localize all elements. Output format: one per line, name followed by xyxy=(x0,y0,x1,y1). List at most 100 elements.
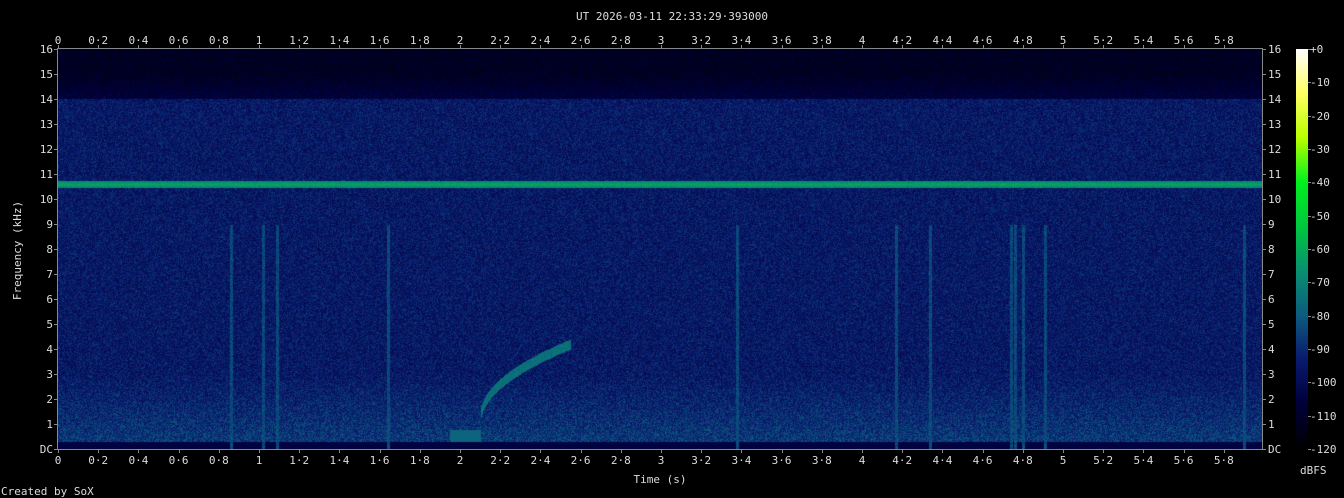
x-tick-label-bottom: 0·2 xyxy=(88,454,109,467)
x-tick-label-top: 0·2 xyxy=(88,34,109,47)
y-tick-label-left: 13 xyxy=(39,118,53,131)
x-tick-top xyxy=(1063,45,1064,49)
y-tick-left xyxy=(54,199,58,200)
chart-title: UT 2026-03-11 22:33:29·393000 xyxy=(575,10,769,23)
y-tick-label-left: 15 xyxy=(39,68,53,81)
colorbar-tick-label: -60 xyxy=(1310,243,1330,256)
x-tick-label-top: 2·4 xyxy=(530,34,551,47)
y-tick-left xyxy=(54,99,58,100)
x-tick-top xyxy=(98,45,100,49)
colorbar-tick xyxy=(1308,49,1311,50)
x-tick-bottom xyxy=(781,449,783,453)
y-tick-label-left: 14 xyxy=(39,93,53,106)
x-tick-label-top: 5 xyxy=(1059,34,1067,47)
x-tick-top xyxy=(1223,45,1225,49)
y-tick-label-left: 3 xyxy=(46,368,53,381)
x-tick-label-bottom: 4·2 xyxy=(892,454,913,467)
x-tick-label-top: 4·6 xyxy=(972,34,993,47)
y-tick-label-right: 2 xyxy=(1268,393,1275,406)
x-tick-bottom xyxy=(862,449,863,453)
footer-credit: Created by SoX xyxy=(1,485,94,498)
y-tick-left xyxy=(54,274,58,275)
y-tick-left xyxy=(54,149,58,150)
x-tick-label-top: 2·6 xyxy=(570,34,591,47)
x-tick-top xyxy=(620,45,622,49)
x-tick-bottom xyxy=(661,449,662,453)
x-tick-label-bottom: 3·6 xyxy=(771,454,792,467)
x-tick-bottom xyxy=(299,449,301,453)
x-tick-top xyxy=(259,45,260,49)
x-tick-label-top: 2·2 xyxy=(490,34,511,47)
y-tick-right xyxy=(1262,49,1266,50)
x-tick-label-bottom: 4·8 xyxy=(1012,454,1033,467)
x-tick-label-top: 0·6 xyxy=(168,34,189,47)
x-tick-label-bottom: 2·4 xyxy=(530,454,551,467)
y-tick-left xyxy=(54,424,58,425)
x-tick-bottom xyxy=(982,449,984,453)
colorbar-tick xyxy=(1308,382,1311,384)
x-tick-label-top: 3·2 xyxy=(691,34,712,47)
y-tick-label-right: 14 xyxy=(1268,93,1282,106)
colorbar-label: dBFS xyxy=(1300,464,1327,477)
y-tick-label-left: 11 xyxy=(39,168,53,181)
y-tick-label-left: 4 xyxy=(46,343,53,356)
x-tick-bottom xyxy=(419,449,421,453)
x-tick-top xyxy=(580,45,582,49)
x-tick-bottom xyxy=(1063,449,1064,453)
colorbar-tick-label: -110 xyxy=(1310,409,1337,423)
x-tick-top xyxy=(1022,45,1024,49)
colorbar-tick-label: -50 xyxy=(1310,209,1330,223)
y-tick-left xyxy=(54,49,58,50)
x-tick-bottom xyxy=(741,449,743,453)
x-tick-label-top: 1 xyxy=(255,34,263,47)
y-tick-label-right: 3 xyxy=(1268,368,1275,381)
x-tick-label-bottom: 2·2 xyxy=(490,454,511,467)
x-tick-bottom xyxy=(58,449,59,453)
colorbar-tick-label: -40 xyxy=(1310,176,1330,190)
x-tick-bottom xyxy=(138,449,140,453)
x-tick-bottom xyxy=(701,449,703,453)
x-tick-bottom xyxy=(218,449,220,453)
x-tick-top xyxy=(540,45,542,49)
y-tick-right xyxy=(1262,249,1266,250)
x-tick-bottom xyxy=(178,449,180,453)
colorbar-tick-label: +0 xyxy=(1310,43,1324,56)
colorbar-tick xyxy=(1308,415,1311,417)
x-tick-label-top: 5·8 xyxy=(1213,34,1234,47)
colorbar-tick xyxy=(1308,349,1311,350)
x-tick-label-top: 4·4 xyxy=(932,34,953,47)
y-tick-left xyxy=(54,374,58,375)
y-tick-label-left: 9 xyxy=(46,218,53,231)
x-axis-label: Time (s) xyxy=(633,473,687,486)
y-tick-label-right: 8 xyxy=(1268,243,1275,256)
x-tick-bottom xyxy=(98,449,100,453)
y-tick-label-right: DC xyxy=(1268,443,1282,456)
y-tick-label-left: 7 xyxy=(46,268,53,281)
x-tick-bottom xyxy=(1183,449,1185,453)
y-tick-label-left: 6 xyxy=(46,293,53,306)
x-tick-bottom xyxy=(339,449,341,453)
x-tick-top xyxy=(178,45,180,49)
x-tick-top xyxy=(218,45,220,49)
y-tick-right xyxy=(1262,149,1266,150)
x-tick-label-bottom: 5 xyxy=(1059,454,1067,467)
colorbar xyxy=(1296,49,1308,449)
x-tick-label-top: 3·4 xyxy=(731,34,752,47)
x-tick-label-bottom: 3 xyxy=(657,454,665,467)
y-tick-label-right: 9 xyxy=(1268,218,1275,231)
colorbar-tick xyxy=(1308,215,1311,217)
x-tick-top xyxy=(1183,45,1185,49)
x-tick-label-top: 3·6 xyxy=(771,34,792,47)
x-tick-top xyxy=(460,45,461,49)
colorbar-tick xyxy=(1308,149,1311,150)
y-tick-right xyxy=(1262,324,1266,325)
x-tick-label-bottom: 3·2 xyxy=(691,454,712,467)
x-tick-label-bottom: 3·4 xyxy=(731,454,752,467)
x-tick-label-top: 0·4 xyxy=(128,34,149,47)
x-tick-label-bottom: 4 xyxy=(858,454,866,467)
x-tick-label-top: 2·8 xyxy=(610,34,631,47)
x-tick-bottom xyxy=(902,449,904,453)
x-tick-bottom xyxy=(580,449,582,453)
y-tick-label-right: 11 xyxy=(1268,168,1282,181)
x-tick-label-bottom: 0·4 xyxy=(128,454,149,467)
